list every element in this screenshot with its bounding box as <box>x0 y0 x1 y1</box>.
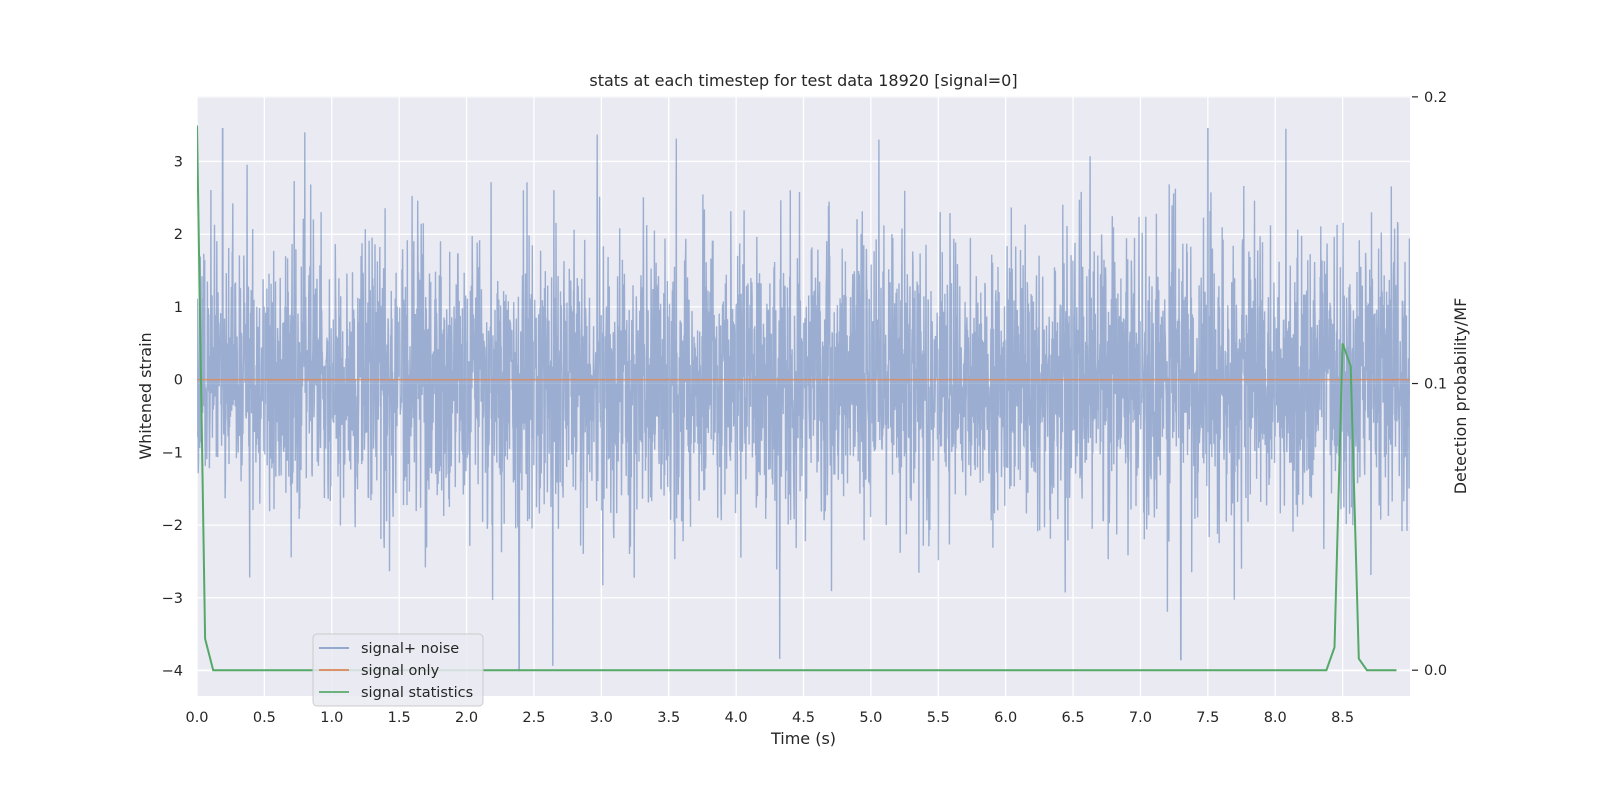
chart-title: stats at each timestep for test data 189… <box>589 71 1017 90</box>
x-tick-label: 3.0 <box>590 710 613 726</box>
y-axis-label: Whitened strain <box>136 332 155 459</box>
y-tick-label: −2 <box>162 518 183 534</box>
legend-entry: signal only <box>361 663 440 679</box>
x-tick-label: 4.5 <box>792 710 815 726</box>
x-tick-label: 7.5 <box>1196 710 1219 726</box>
x-tick-label: 8.5 <box>1331 710 1354 726</box>
y-tick-label: 1 <box>174 300 183 316</box>
legend-entry: signal statistics <box>361 685 473 701</box>
x-axis-label: Time (s) <box>770 729 836 748</box>
x-tick-label: 6.0 <box>994 710 1017 726</box>
y2-tick-label: 0.0 <box>1424 663 1447 679</box>
x-tick-label: 0.0 <box>185 710 208 726</box>
y-tick-label: 0 <box>174 373 183 389</box>
series-signal-statistics <box>197 125 1397 672</box>
y2-tick-label: 0.1 <box>1424 377 1447 393</box>
y-tick-label: 2 <box>174 227 183 243</box>
x-tick-label: 2.5 <box>522 710 545 726</box>
y2-tick-label: 0.2 <box>1424 90 1447 106</box>
x-tick-label: 1.0 <box>320 710 343 726</box>
y2-axis-label: Detection probability/MF <box>1451 298 1470 495</box>
x-tick-label: 6.5 <box>1062 710 1085 726</box>
x-tick-label: 4.0 <box>725 710 748 726</box>
x-tick-label: 5.5 <box>927 710 950 726</box>
x-tick-label: 2.0 <box>455 710 478 726</box>
x-tick-label: 8.0 <box>1264 710 1287 726</box>
legend: signal+ noise signal only signal statistic… <box>312 633 484 707</box>
x-tick-label: 0.5 <box>253 710 276 726</box>
x-tick-label: 3.5 <box>657 710 680 726</box>
legend-box <box>312 633 484 707</box>
ticks: 0.0 0.5 1.0 1.5 2.0 2.5 3.0 3.5 4.0 4.5 5.0 5.5 6.0 6… <box>162 90 1447 726</box>
y-tick-label: 3 <box>174 154 183 170</box>
x-tick-label: 1.5 <box>388 710 411 726</box>
series-signal-noise <box>197 127 1410 672</box>
x-tick-label: 5.0 <box>859 710 882 726</box>
y-tick-label: −3 <box>162 591 183 607</box>
y-tick-label: −1 <box>162 445 183 461</box>
series-layer <box>197 125 1410 672</box>
legend-entry: signal+ noise <box>361 641 459 657</box>
y-tick-label: −4 <box>162 664 183 680</box>
x-tick-label: 7.0 <box>1129 710 1152 726</box>
